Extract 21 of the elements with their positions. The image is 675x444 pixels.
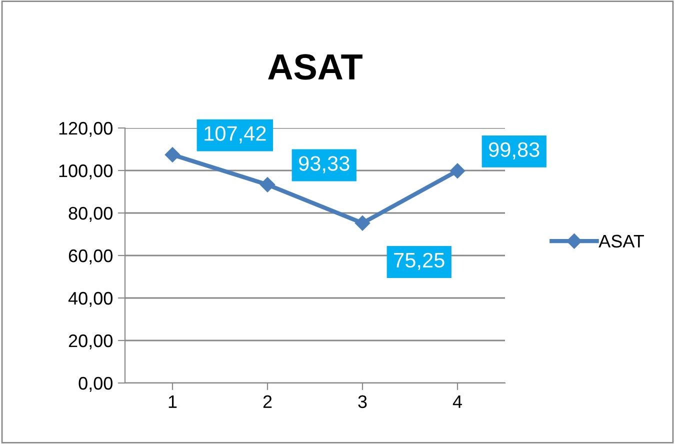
point — [354, 216, 370, 231]
y-tick-label: 60,00 — [68, 249, 112, 264]
legend-label: ASAT — [598, 234, 644, 248]
y-tick-label: 120,00 — [59, 122, 112, 137]
point — [260, 177, 276, 192]
data-label: 99,83 — [489, 142, 540, 160]
x-tick-label: 1 — [168, 395, 177, 408]
data-label: 75,25 — [394, 252, 444, 270]
chart-title: ASAT — [268, 54, 362, 80]
y-tick-label: 20,00 — [68, 334, 112, 350]
data-label: 93,33 — [299, 156, 350, 174]
data-label: 107,42 — [204, 126, 266, 144]
x-tick-label: 2 — [263, 395, 272, 408]
y-tick-label: 80,00 — [68, 206, 112, 222]
point — [164, 147, 180, 162]
y-tick-label: 40,00 — [68, 292, 112, 307]
y-tick-label: 100,00 — [59, 164, 112, 180]
point — [450, 163, 466, 178]
x-tick-label: 3 — [358, 395, 367, 408]
y-tick-label: 0,00 — [78, 376, 112, 392]
x-tick-label: 4 — [452, 395, 462, 408]
